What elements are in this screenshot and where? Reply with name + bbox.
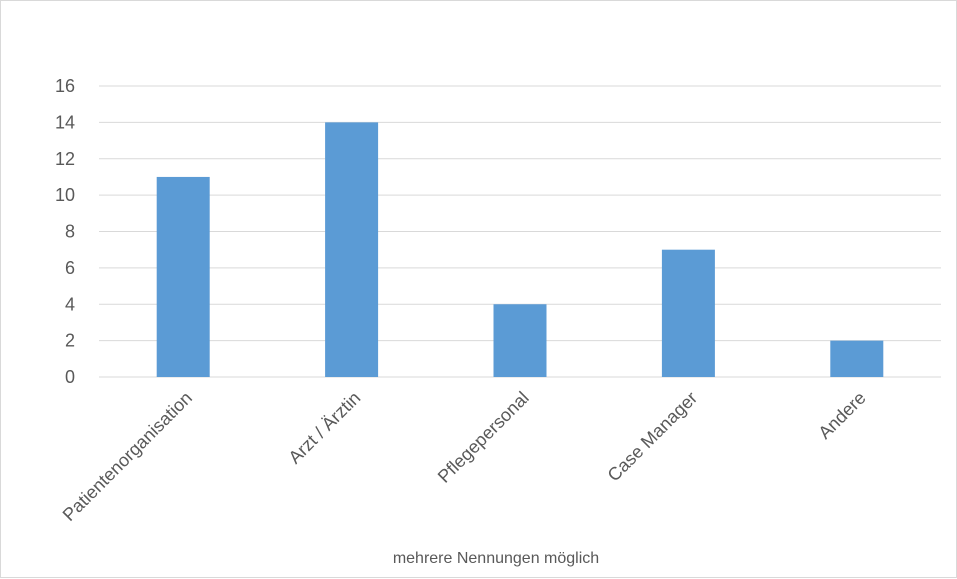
y-tick-label: 6 (65, 258, 75, 278)
bar (325, 122, 379, 377)
bar (661, 249, 715, 377)
y-tick-label: 8 (65, 222, 75, 242)
x-tick-label: Case Manager (604, 388, 702, 486)
y-tick-label: 14 (55, 112, 75, 132)
y-tick-label: 4 (65, 294, 75, 314)
y-tick-label: 16 (55, 76, 75, 96)
bar (830, 340, 884, 377)
y-tick-label: 10 (55, 185, 75, 205)
x-tick-label: Patientenorganisation (59, 388, 196, 525)
x-axis-label: mehrere Nennungen möglich (393, 550, 599, 567)
x-tick-label: Pflegepersonal (434, 388, 533, 487)
y-tick-label: 2 (65, 331, 75, 351)
x-tick-label: Arzt / Ärztin (285, 388, 365, 468)
bar (493, 304, 547, 377)
bar (156, 176, 210, 377)
y-tick-label: 0 (65, 367, 75, 387)
y-tick-label: 12 (55, 149, 75, 169)
x-tick-label: Andere (814, 388, 869, 443)
